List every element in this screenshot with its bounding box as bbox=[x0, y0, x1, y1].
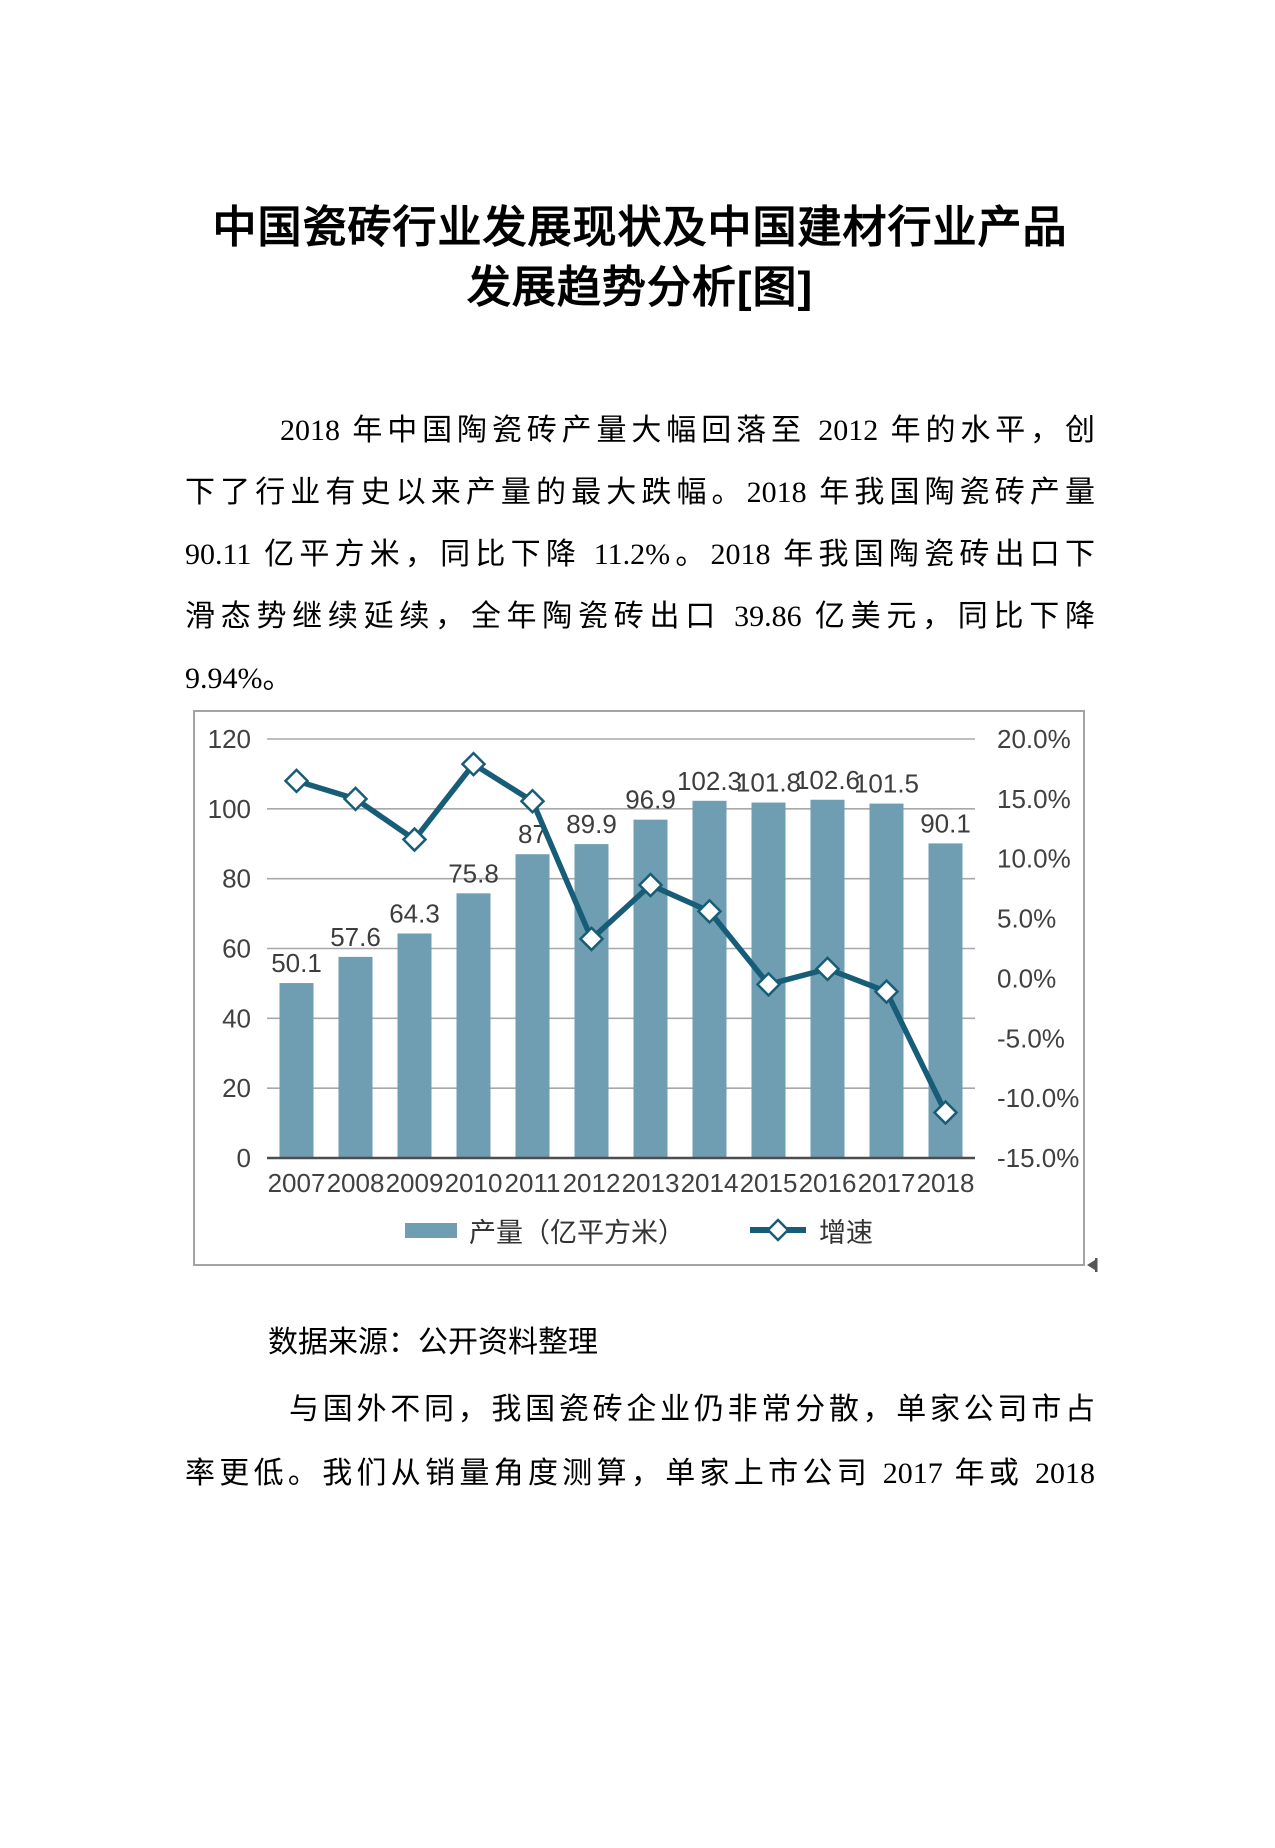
x-axis-tick: 2013 bbox=[622, 1168, 680, 1198]
left-axis-tick: 40 bbox=[222, 1003, 251, 1033]
text-line: 滑态势继续延续，全年陶瓷砖出口 39.86 亿美元，同比下降 bbox=[185, 600, 1095, 633]
diamond-marker bbox=[932, 1099, 959, 1126]
legend-label-production: 产量（亿平方米） bbox=[469, 1217, 685, 1248]
left-axis-tick: 60 bbox=[222, 934, 251, 964]
right-axis-tick: 0.0% bbox=[997, 963, 1056, 993]
left-axis-tick: 80 bbox=[222, 864, 251, 894]
growth-line bbox=[293, 761, 949, 1116]
diamond-marker bbox=[696, 898, 723, 925]
bar-2011 bbox=[515, 854, 550, 1158]
x-axis-tick: 2015 bbox=[740, 1168, 798, 1198]
text-line: 数据来源：公开资料整理 bbox=[268, 1326, 598, 1359]
text-line: 9.94%。 bbox=[185, 662, 293, 695]
x-axis-tick: 2012 bbox=[563, 1168, 621, 1198]
legend-item-production: 产量（亿平方米） bbox=[405, 1211, 685, 1250]
text-line: 2018 年中国陶瓷砖产量大幅回落至 2012 年的水平，创 bbox=[280, 414, 1095, 447]
diamond-marker bbox=[460, 751, 487, 777]
diamond-marker bbox=[814, 956, 841, 982]
text-line: 下了行业有史以来产量的最大跌幅。2018 年我国陶瓷砖产量 bbox=[185, 476, 1095, 509]
chart-plot-area: 0 20 40 60 80 100 120 20.0% 15.0% 10.0% 5.0% 0.0% -5… bbox=[208, 724, 1080, 1198]
text-line: 90.11 亿平方米，同比下降 11.2%。2018 年我国陶瓷砖出口下 bbox=[185, 538, 1095, 571]
x-axis-tick: 2014 bbox=[681, 1168, 739, 1198]
diamond-marker bbox=[637, 872, 664, 898]
legend-label-growth: 增速 bbox=[819, 1217, 873, 1248]
right-axis-tick: -5.0% bbox=[997, 1023, 1065, 1053]
bar-value-label: 102.3 bbox=[677, 766, 742, 796]
right-axis-tick: 15.0% bbox=[997, 784, 1071, 814]
diamond-marker bbox=[578, 926, 605, 952]
resize-handle-mark bbox=[1083, 1257, 1099, 1273]
title-line-1: 中国瓷砖行业发展现状及中国建材行业产品 bbox=[212, 203, 1068, 252]
bar-2010 bbox=[456, 893, 491, 1158]
diamond-marker bbox=[283, 768, 310, 794]
bar-2012 bbox=[574, 844, 609, 1158]
data-source-note: 数据来源：公开资料整理 bbox=[185, 1312, 1095, 1374]
x-axis-tick: 2018 bbox=[917, 1168, 975, 1198]
bar-swatch-icon bbox=[405, 1222, 457, 1238]
text-line: 与国外不同，我国瓷砖企业仍非常分散，单家公司市占 bbox=[289, 1393, 1095, 1426]
document-page: 中国瓷砖行业发展现状及中国建材行业产品 发展趋势分析[图] 2018 年中国陶瓷… bbox=[185, 198, 1098, 1506]
x-axis-tick: 2008 bbox=[327, 1168, 385, 1198]
x-axis-tick: 2009 bbox=[386, 1168, 444, 1198]
x-axis-tick: 2011 bbox=[505, 1168, 561, 1198]
bar-value-label: 50.1 bbox=[271, 948, 322, 978]
bar-value-label: 102.6 bbox=[795, 765, 860, 795]
x-axis-tick: 2016 bbox=[799, 1168, 857, 1198]
paragraph-market-fragmentation: 与国外不同，我国瓷砖企业仍非常分散，单家公司市占率更低。我们从销量角度测算，单家… bbox=[185, 1378, 1095, 1506]
x-axis-tick: 2017 bbox=[858, 1168, 916, 1198]
bar-value-label: 90.1 bbox=[920, 808, 971, 838]
page-title: 中国瓷砖行业发展现状及中国建材行业产品 发展趋势分析[图] bbox=[185, 198, 1095, 318]
right-axis-tick: -15.0% bbox=[997, 1143, 1079, 1173]
right-axis-tick: 20.0% bbox=[997, 724, 1071, 754]
diamond-marker bbox=[401, 826, 428, 853]
bar-2009 bbox=[397, 933, 432, 1158]
bar-2008 bbox=[338, 956, 373, 1158]
bar-2007 bbox=[279, 983, 314, 1158]
bar-value-label: 75.8 bbox=[448, 858, 499, 888]
left-axis-tick: 0 bbox=[237, 1143, 251, 1173]
bar-value-label: 101.8 bbox=[736, 768, 801, 798]
left-axis-tick: 120 bbox=[208, 724, 251, 754]
paragraph-production-overview: 2018 年中国陶瓷砖产量大幅回落至 2012 年的水平，创下了行业有史以来产量… bbox=[185, 400, 1095, 710]
right-axis-tick: -10.0% bbox=[997, 1083, 1079, 1113]
title-line-2: 发展趋势分析[图] bbox=[466, 263, 814, 312]
bar-value-label: 57.6 bbox=[330, 922, 381, 952]
left-axis-tick: 100 bbox=[208, 794, 251, 824]
x-axis-tick: 2010 bbox=[445, 1168, 503, 1198]
line-diamond-swatch-icon bbox=[749, 1217, 807, 1243]
diamond-marker bbox=[342, 786, 369, 812]
x-axis-tick: 2007 bbox=[268, 1168, 326, 1198]
diamond-marker bbox=[755, 971, 782, 998]
bar-value-label: 101.5 bbox=[854, 769, 919, 799]
right-axis-tick: 5.0% bbox=[997, 904, 1056, 934]
diamond-marker bbox=[519, 788, 546, 815]
production-chart: 0 20 40 60 80 100 120 20.0% 15.0% 10.0% 5.0% 0.0% -5… bbox=[193, 710, 1098, 1272]
bar-value-label: 64.3 bbox=[389, 898, 440, 928]
bar-value-label: 96.9 bbox=[625, 785, 676, 815]
diamond-marker bbox=[873, 978, 900, 1005]
left-axis-tick: 20 bbox=[222, 1073, 251, 1103]
text-line: 率更低。我们从销量角度测算，单家上市公司 2017 年或 2018 bbox=[185, 1457, 1095, 1490]
right-axis-tick: 10.0% bbox=[997, 844, 1071, 874]
bar-2013 bbox=[633, 819, 668, 1158]
bar-2014 bbox=[692, 800, 727, 1158]
bar-value-label: 89.9 bbox=[566, 809, 617, 839]
chart-legend: 产量（亿平方米） 增速 bbox=[195, 1210, 1083, 1250]
legend-item-growth: 增速 bbox=[749, 1211, 873, 1250]
